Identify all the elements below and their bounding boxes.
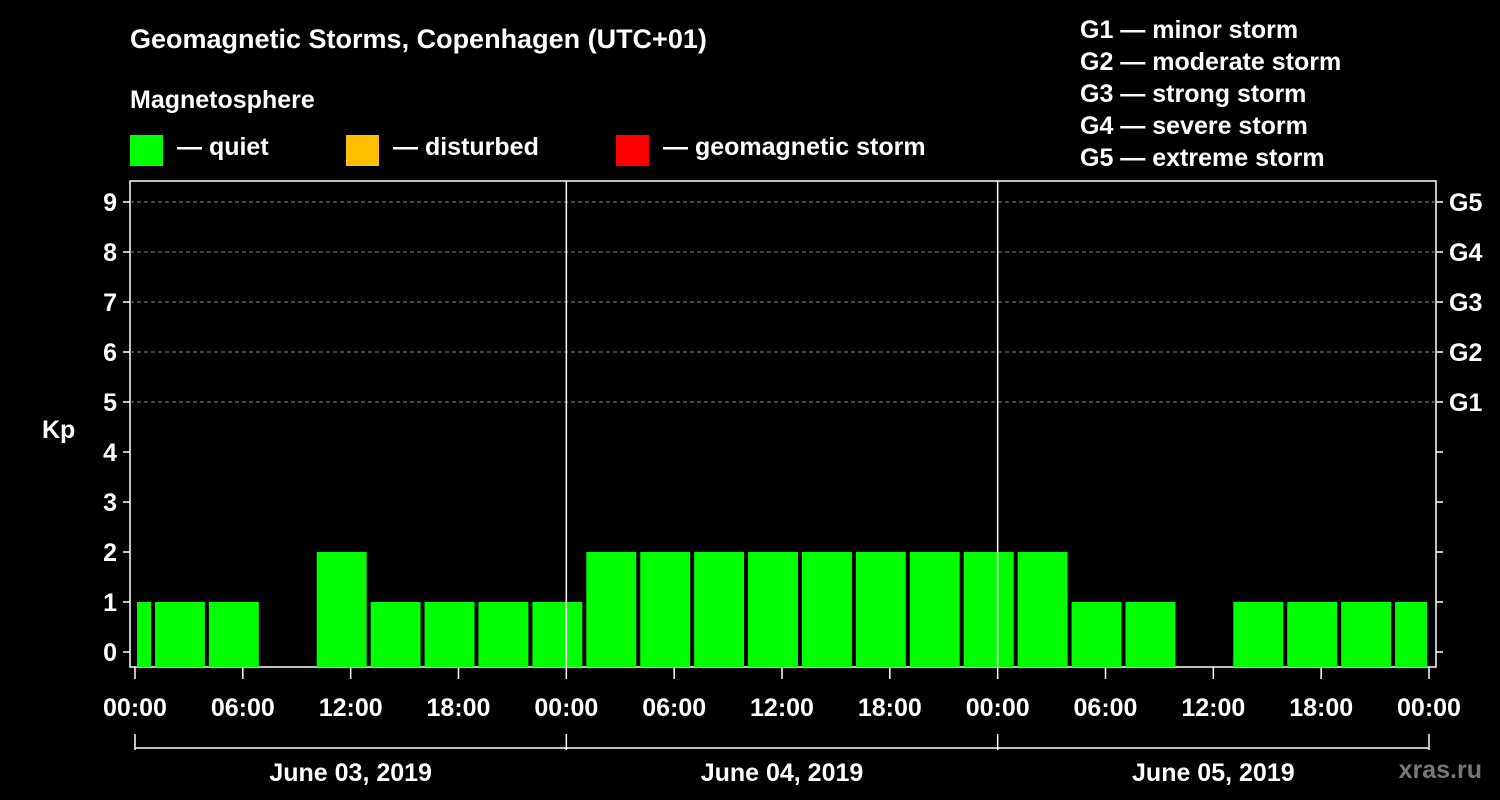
x-tick-label: 06:00 bbox=[211, 694, 275, 722]
kp-bar bbox=[370, 602, 421, 667]
y-tick-label: 1 bbox=[103, 589, 117, 617]
y-tick-label: 9 bbox=[103, 189, 117, 217]
kp-bar bbox=[748, 552, 798, 667]
date-label: June 05, 2019 bbox=[1132, 759, 1295, 787]
kp-bar bbox=[1341, 602, 1392, 667]
x-tick-label: 06:00 bbox=[642, 694, 706, 722]
magnetosphere-title: Magnetosphere bbox=[130, 86, 315, 114]
legend-storm-swatch bbox=[616, 135, 649, 166]
storm-scale-label: G4 bbox=[1449, 239, 1482, 267]
storm-scale-label: G5 bbox=[1449, 189, 1482, 217]
storm-level-g1: G1 — minor storm bbox=[1080, 16, 1299, 44]
kp-bar bbox=[424, 602, 475, 667]
y-axis-label: Kp bbox=[42, 416, 75, 444]
date-label: June 03, 2019 bbox=[269, 759, 432, 787]
kp-bar bbox=[586, 552, 637, 667]
kp-bar bbox=[1017, 552, 1068, 667]
storm-level-g5: G5 — extreme storm bbox=[1080, 144, 1325, 172]
kp-bar bbox=[640, 552, 691, 667]
y-tick-label: 0 bbox=[103, 639, 117, 667]
x-tick-label: 12:00 bbox=[750, 694, 814, 722]
kp-bar bbox=[1287, 602, 1338, 667]
x-tick-label: 18:00 bbox=[427, 694, 491, 722]
kp-bar bbox=[1233, 602, 1284, 667]
y-tick-label: 5 bbox=[103, 389, 117, 417]
legend-quiet-label: — quiet bbox=[177, 133, 269, 161]
x-tick-label: 00:00 bbox=[534, 694, 598, 722]
x-tick-label: 18:00 bbox=[858, 694, 922, 722]
kp-bar bbox=[1125, 602, 1176, 667]
storm-level-legend: G1 — minor storm G2 — moderate storm G3 … bbox=[1080, 14, 1341, 174]
kp-bar bbox=[154, 602, 205, 667]
kp-bar bbox=[208, 602, 259, 667]
y-tick-label: 4 bbox=[103, 439, 117, 467]
y-tick-label: 6 bbox=[103, 339, 117, 367]
kp-bar bbox=[1395, 602, 1427, 667]
kp-bar bbox=[137, 602, 151, 667]
kp-bar bbox=[694, 552, 745, 667]
kp-bar bbox=[1071, 602, 1122, 667]
kp-bar bbox=[316, 552, 367, 667]
chart-title: Geomagnetic Storms, Copenhagen (UTC+01) bbox=[130, 24, 707, 54]
watermark: xras.ru bbox=[1398, 756, 1482, 784]
x-tick-label: 00:00 bbox=[1397, 694, 1461, 722]
legend-storm-label: — geomagnetic storm bbox=[663, 133, 926, 161]
storm-scale-label: G2 bbox=[1449, 339, 1482, 367]
kp-bar bbox=[909, 552, 960, 667]
y-tick-label: 3 bbox=[103, 489, 117, 517]
kp-bar bbox=[855, 552, 906, 667]
x-tick-label: 18:00 bbox=[1289, 694, 1353, 722]
legend-disturbed-label: — disturbed bbox=[393, 133, 539, 161]
y-tick-label: 7 bbox=[103, 289, 117, 317]
y-tick-label: 2 bbox=[103, 539, 117, 567]
kp-bar bbox=[478, 602, 529, 667]
storm-level-g2: G2 — moderate storm bbox=[1080, 48, 1342, 76]
kp-bar bbox=[801, 552, 852, 667]
x-tick-label: 06:00 bbox=[1074, 694, 1138, 722]
x-tick-label: 12:00 bbox=[1181, 694, 1245, 722]
x-tick-label: 00:00 bbox=[966, 694, 1030, 722]
x-tick-label: 00:00 bbox=[103, 694, 167, 722]
storm-level-g3: G3 — strong storm bbox=[1080, 80, 1307, 108]
date-label: June 04, 2019 bbox=[701, 759, 864, 787]
legend-quiet-swatch bbox=[130, 135, 163, 166]
x-tick-label: 12:00 bbox=[319, 694, 383, 722]
storm-scale-label: G1 bbox=[1449, 389, 1482, 417]
storm-scale-label: G3 bbox=[1449, 289, 1482, 317]
legend-disturbed-swatch bbox=[346, 135, 379, 166]
y-tick-label: 8 bbox=[103, 239, 117, 267]
kp-bar bbox=[532, 602, 583, 667]
storm-level-g4: G4 — severe storm bbox=[1080, 112, 1308, 140]
kp-bar bbox=[963, 552, 1014, 667]
